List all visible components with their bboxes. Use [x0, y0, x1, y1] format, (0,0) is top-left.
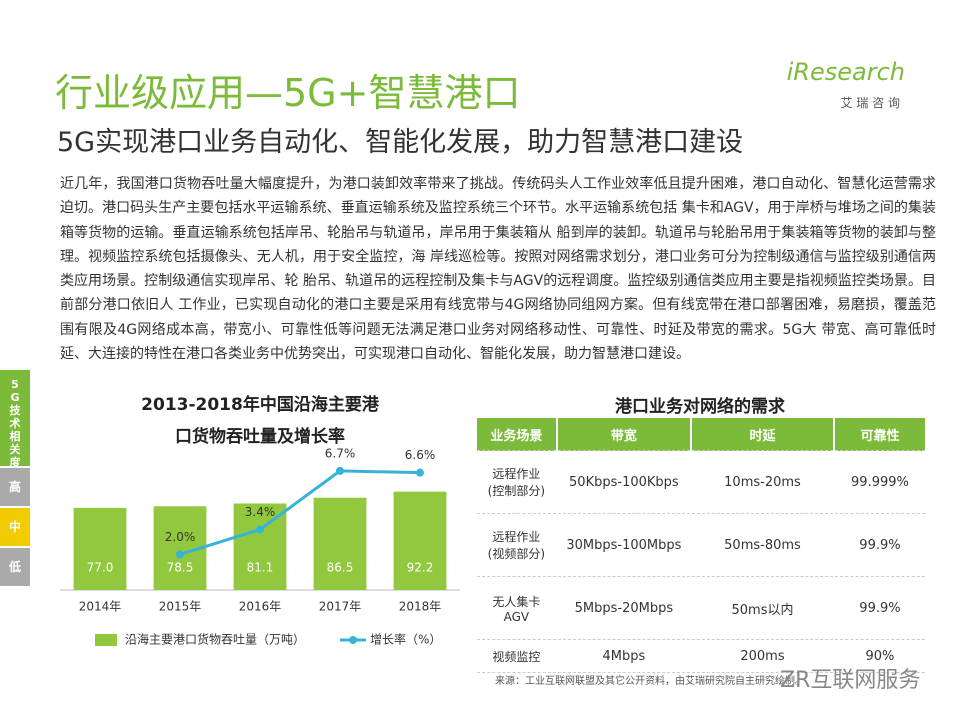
row: 无人集卡 AGV 5Mbps-20Mbps 50ms以内 99.9%: [475, 576, 925, 640]
value-label: 77.0: [87, 561, 114, 575]
value-label: 2.0%: [165, 530, 196, 544]
cell: 200ms: [690, 639, 834, 673]
level: 中: [0, 508, 30, 546]
legend-swatch: [95, 634, 117, 646]
bar: [313, 497, 367, 590]
cell: 远程作业 (控制部分): [475, 450, 557, 514]
row: 视频监控 4Mbps 200ms 90%: [475, 639, 925, 673]
cell: 视频监控: [475, 639, 557, 673]
x-tick-label: 2018年: [399, 600, 442, 614]
cell: 99.999%: [832, 450, 925, 514]
legend-label: 增长率（%）: [370, 632, 441, 647]
cell: 10ms-20ms: [690, 450, 834, 514]
header-cell: 带宽: [555, 418, 692, 451]
cell: 4Mbps: [555, 639, 692, 673]
line-point: [176, 550, 184, 559]
row: 远程作业 (视频部分) 30Mbps-100Mbps 50ms-80ms 99.9%: [475, 513, 925, 577]
x-tick-label: 2016年: [239, 600, 282, 614]
watermark: ZR互联网服务: [780, 668, 921, 693]
cell: 50Kbps-100Kbps: [555, 450, 692, 514]
cell: 30Mbps-100Mbps: [555, 513, 692, 577]
cell: 50ms-80ms: [690, 513, 834, 577]
table-title: 港口业务对网络的需求: [615, 397, 785, 417]
bar: [393, 491, 447, 590]
value-label: 6.7%: [325, 446, 356, 460]
header-cell: 业务场景: [475, 418, 557, 451]
paragraph: 近几年，我国港口货物吞吐量大幅度提升，为港口装卸效率带来了挑战。传统码头人工作业…: [60, 176, 936, 363]
line-point: [256, 525, 264, 534]
line-point: [416, 468, 424, 477]
value-label: 3.4%: [245, 505, 276, 519]
cell: 无人集卡 AGV: [475, 576, 557, 640]
line: [179, 469, 421, 556]
title: 行业级应用—5G+智慧港口: [55, 71, 521, 115]
value-label: 86.5: [327, 561, 354, 575]
header-cell: 可靠性: [832, 418, 925, 451]
chart-title: 口货物吞吐量及增长率: [175, 426, 345, 447]
value-label: 81.1: [247, 561, 274, 575]
value-label: 92.2: [407, 561, 434, 575]
level: 高: [0, 468, 30, 506]
cell: 5Mbps-20Mbps: [555, 576, 692, 640]
source: 来源：工业互联网联盟及其它公开资料，由艾瑞研究院自主研究绘制。: [495, 676, 805, 687]
row: 远程作业 (控制部分) 50Kbps-100Kbps 10ms-20ms 99.999…: [475, 450, 925, 514]
x-tick-label: 2014年: [79, 600, 122, 614]
value-label: 6.6%: [405, 448, 436, 462]
cell: 远程作业 (视频部分): [475, 513, 557, 577]
sidebar: 5G技术相关度 高 中 低: [0, 370, 30, 586]
line-point: [336, 466, 344, 475]
level: 低: [0, 548, 30, 586]
cell: 50ms以内: [690, 576, 834, 640]
legend-swatch: [349, 636, 357, 644]
x-tick-label: 2017年: [319, 600, 362, 614]
sidebar-title: 5G技术相关度: [0, 370, 30, 469]
header-row: 业务场景 带宽 时延 可靠性: [475, 418, 925, 451]
cell: 99.9%: [832, 576, 925, 640]
subtitle: 5G实现港口业务自动化、智能化发展，助力智慧港口建设: [57, 127, 744, 158]
cell: 90%: [832, 639, 925, 673]
table: 业务场景 带宽 时延 可靠性 远程作业 (控制部分) 50Kbps-100Kbps 10ms…: [475, 418, 925, 673]
cell: 99.9%: [832, 513, 925, 577]
bar: [73, 507, 127, 590]
logo: iResearch: [786, 58, 905, 86]
value-label: 78.5: [167, 561, 194, 575]
legend-label: 沿海主要港口货物吞吐量（万吨）: [125, 632, 305, 647]
x-tick-label: 2015年: [159, 600, 202, 614]
header-cell: 时延: [690, 418, 834, 451]
chart-title: 2013-2018年中国沿海主要港: [141, 394, 380, 415]
logo-sub: 艾 瑞 咨 询: [840, 96, 900, 110]
